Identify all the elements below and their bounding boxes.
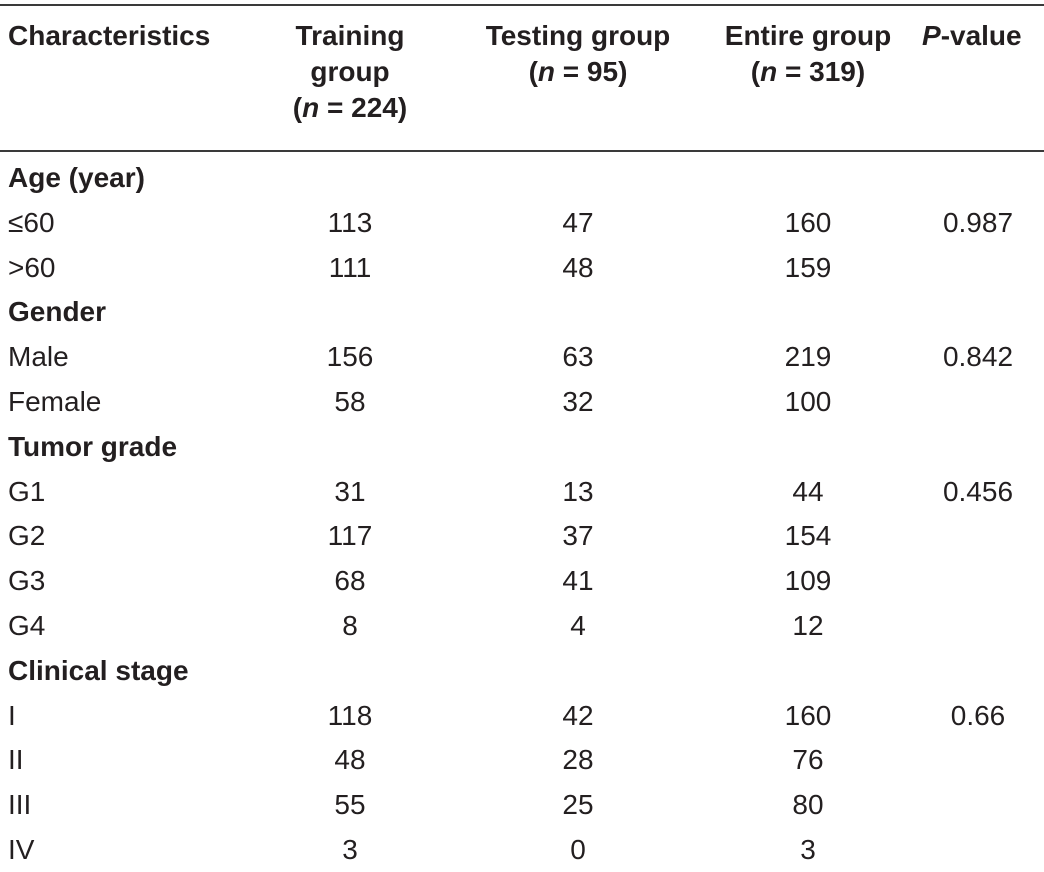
testing-value: 0	[570, 834, 586, 865]
training-value: 117	[327, 520, 373, 552]
row-label: >60	[8, 251, 56, 283]
training-value: 48	[334, 744, 366, 776]
p-value: 0.66	[950, 699, 1006, 731]
header-training-paren-open: (	[292, 92, 303, 123]
testing-value: 41	[562, 565, 594, 597]
table-row: III 55 25 80	[0, 783, 1044, 827]
table-row: G4 8 4 12	[0, 604, 1044, 648]
header-p-italic: P	[922, 20, 941, 51]
row-label: ≤60	[8, 206, 55, 238]
entire-value: 80	[792, 789, 824, 821]
p-value: 0.842	[942, 341, 1014, 373]
testing-value: 47	[562, 206, 594, 238]
row-label: I	[8, 699, 16, 731]
table-row: G3 68 41 109	[0, 559, 1044, 603]
training-value: 156	[326, 341, 374, 373]
testing-value: 4	[570, 610, 586, 641]
table-row: II 48 28 76	[0, 738, 1044, 782]
training-value: 8	[342, 610, 358, 641]
header-entire-paren-open: (	[750, 56, 761, 87]
table-header-rule	[0, 150, 1044, 152]
section-header-row: Tumor grade	[0, 425, 1044, 469]
training-value: 31	[334, 475, 366, 507]
p-value: 0.456	[942, 475, 1014, 507]
section-header-row: Gender	[0, 290, 1044, 334]
header-testing-paren-open: (	[528, 56, 538, 87]
row-label: Female	[8, 386, 102, 417]
row-label: Male	[8, 341, 69, 373]
header-p-rest: -value	[940, 20, 1022, 51]
testing-value: 42	[562, 699, 594, 731]
testing-value: 13	[562, 475, 594, 507]
testing-value: 37	[562, 520, 594, 552]
section-label: Gender	[8, 296, 107, 328]
table-row: IV 3 0 3	[0, 828, 1044, 872]
training-value: 3	[342, 834, 358, 865]
table-row: G2 117 37 154	[0, 514, 1044, 558]
header-testing-count: = 95)	[555, 56, 628, 87]
table-row: Female 58 32 100	[0, 380, 1044, 424]
header-characteristics: Characteristics	[8, 20, 211, 51]
table-top-rule	[0, 4, 1044, 6]
header-training-n: n	[302, 92, 320, 123]
section-header-row: Age (year)	[0, 156, 1044, 200]
training-value: 118	[327, 699, 373, 731]
table-row: I 118 42 160 0.66	[0, 694, 1044, 738]
entire-value: 109	[784, 565, 832, 597]
row-label: III	[8, 789, 32, 821]
section-label: Tumor grade	[8, 430, 178, 462]
row-label: IV	[8, 834, 35, 865]
entire-value: 159	[784, 251, 832, 283]
row-label: G1	[8, 475, 46, 507]
testing-value: 28	[562, 744, 594, 776]
entire-value: 160	[784, 699, 832, 731]
header-testing-group: Testing group (n = 95)	[468, 18, 688, 90]
testing-value: 48	[562, 251, 594, 283]
header-training-group: Training group (n = 224)	[250, 18, 450, 126]
entire-value: 44	[792, 475, 824, 507]
header-entire-count: = 319)	[777, 56, 866, 87]
entire-value: 100	[784, 386, 832, 417]
row-label: G3	[8, 565, 46, 597]
header-training-line2: group	[310, 56, 390, 87]
header-training-count: = 224)	[319, 92, 408, 123]
training-value: 55	[334, 789, 366, 821]
header-testing-n: n	[537, 56, 556, 87]
section-header-row: Clinical stage	[0, 649, 1044, 693]
table-row: >60 111 48 159	[0, 246, 1044, 290]
section-label: Age (year)	[8, 162, 145, 193]
entire-value: 3	[800, 834, 816, 865]
header-entire-n: n	[760, 56, 778, 87]
entire-value: 12	[792, 610, 824, 641]
header-p-value: P-value	[922, 18, 1044, 54]
header-testing-line1: Testing group	[485, 20, 671, 51]
entire-value: 76	[792, 744, 824, 776]
row-label: G2	[8, 520, 46, 552]
training-value: 111	[328, 251, 372, 283]
entire-value: 154	[784, 520, 832, 552]
training-value: 68	[334, 565, 366, 597]
table-row: ≤60 113 47 160 0.987	[0, 201, 1044, 245]
testing-value: 63	[562, 341, 594, 373]
entire-value: 219	[784, 341, 832, 373]
row-label: G4	[8, 610, 46, 641]
training-value: 113	[327, 206, 373, 238]
p-value: 0.987	[942, 206, 1014, 238]
table-row: Male 156 63 219 0.842	[0, 335, 1044, 379]
header-entire-group: Entire group (n = 319)	[708, 18, 908, 90]
testing-value: 32	[562, 386, 594, 417]
testing-value: 25	[562, 789, 594, 821]
header-entire-line1: Entire group	[724, 20, 892, 51]
training-value: 58	[334, 386, 366, 417]
row-label: II	[8, 744, 24, 776]
entire-value: 160	[784, 206, 832, 238]
header-training-line1: Training	[295, 20, 405, 51]
table-row: G1 31 13 44 0.456	[0, 470, 1044, 514]
section-label: Clinical stage	[8, 654, 189, 686]
